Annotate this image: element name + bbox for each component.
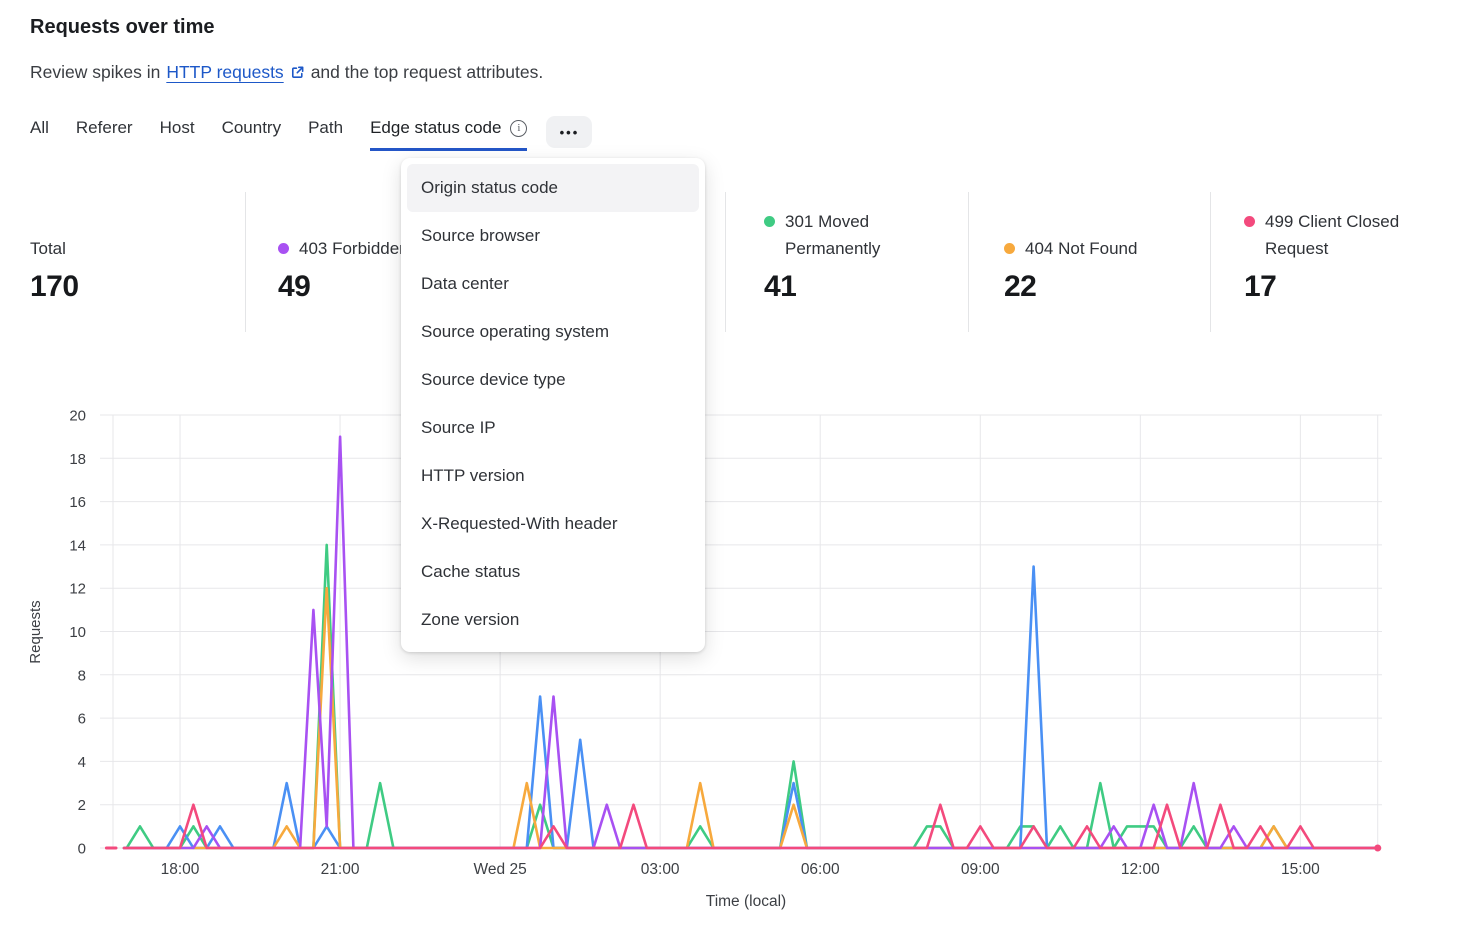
stat-value: 49 bbox=[278, 270, 311, 303]
tab-all[interactable]: All bbox=[30, 118, 49, 151]
menu-item-x-requested-with-header[interactable]: X-Requested-With header bbox=[421, 514, 618, 533]
tab-label: Host bbox=[159, 118, 195, 137]
tab-label: Referer bbox=[75, 118, 133, 137]
tab-referer[interactable]: Referer bbox=[76, 118, 133, 151]
subtitle-prefix: Review spikes in bbox=[30, 62, 161, 82]
y-tick-label: 2 bbox=[78, 797, 86, 814]
menu-item-data-center[interactable]: Data center bbox=[421, 274, 509, 293]
stat-total: Total 170 bbox=[30, 200, 230, 304]
stat-value: 22 bbox=[1004, 270, 1037, 303]
series-end-dot bbox=[1374, 844, 1382, 852]
series-line-403-forbidden bbox=[122, 435, 1379, 850]
subtitle-suffix: and the top request attributes. bbox=[310, 62, 544, 82]
y-tick-label: 12 bbox=[69, 581, 86, 598]
y-tick-label: 0 bbox=[78, 841, 86, 858]
menu-item-source-operating-system[interactable]: Source operating system bbox=[421, 322, 610, 341]
subtitle: Review spikes in HTTP requests and the t… bbox=[30, 62, 543, 83]
tab-edge-status-code[interactable]: Edge status code i bbox=[370, 118, 528, 151]
tab-label: Path bbox=[308, 118, 344, 137]
y-tick-label: 6 bbox=[78, 711, 86, 728]
menu-item-cache-status[interactable]: Cache status bbox=[421, 562, 521, 581]
y-tick-label: 10 bbox=[69, 624, 86, 641]
menu-item-origin-status-code[interactable]: Origin status code bbox=[407, 164, 699, 212]
legend-dot bbox=[764, 216, 775, 228]
menu-item-source-device-type[interactable]: Source device type bbox=[421, 370, 566, 389]
y-tick-label: 4 bbox=[78, 754, 86, 771]
x-tick-label: 06:00 bbox=[801, 861, 840, 878]
series-line-499-client-closed-request bbox=[122, 803, 1379, 850]
stats-row: Total 170 403 Forbidden 49 301 Moved Permane… bbox=[0, 192, 1458, 332]
x-tick-label: 12:00 bbox=[1121, 861, 1160, 878]
external-link-icon bbox=[290, 65, 305, 80]
stat-403-forbidden: 403 Forbidden 49 bbox=[278, 200, 478, 304]
x-tick-label: 03:00 bbox=[641, 861, 680, 878]
tab-label: Country bbox=[221, 118, 282, 137]
stat-label: 499 Client Closed Request bbox=[1265, 212, 1400, 258]
x-tick-label: 15:00 bbox=[1281, 861, 1320, 878]
stat-label: Total bbox=[30, 238, 66, 258]
tab-path[interactable]: Path bbox=[308, 118, 343, 151]
stat-divider bbox=[245, 192, 246, 332]
stat-value: 17 bbox=[1244, 270, 1277, 303]
x-tick-label: 18:00 bbox=[161, 861, 200, 878]
menu-item-source-browser[interactable]: Source browser bbox=[421, 226, 541, 245]
x-tick-label: Wed 25 bbox=[474, 861, 527, 878]
page-title: Requests over time bbox=[30, 16, 215, 38]
y-tick-label: 14 bbox=[69, 537, 86, 554]
x-axis-title: Time (local) bbox=[706, 893, 786, 910]
tab-host[interactable]: Host bbox=[160, 118, 195, 151]
stat-label: 403 Forbidden bbox=[299, 238, 409, 258]
more-attributes-button[interactable]: ••• bbox=[546, 116, 593, 148]
requests-over-time-chart[interactable]: 0 2 4 6 8 10 12 14 16 18 20 18:00 21:00 Wed 25 03:00 06… bbox=[0, 400, 1458, 940]
tab-label: Edge status code bbox=[370, 118, 502, 137]
y-axis-title: Requests bbox=[27, 600, 44, 663]
y-tick-label: 20 bbox=[69, 408, 86, 425]
tab-country[interactable]: Country bbox=[222, 118, 282, 151]
stat-divider bbox=[1210, 192, 1211, 332]
tab-label: All bbox=[30, 118, 49, 137]
menu-item-source-ip[interactable]: Source IP bbox=[421, 418, 496, 437]
stat-label: 301 Moved Permanently bbox=[785, 212, 881, 258]
y-tick-label: 8 bbox=[78, 667, 86, 684]
legend-dot bbox=[1244, 216, 1255, 228]
info-icon[interactable]: i bbox=[510, 119, 528, 137]
stat-label: 404 Not Found bbox=[1025, 238, 1138, 258]
menu-item-zone-version[interactable]: Zone version bbox=[421, 610, 520, 629]
y-tick-label: 18 bbox=[69, 451, 86, 468]
x-tick-label: 21:00 bbox=[321, 861, 360, 878]
x-tick-label: 09:00 bbox=[961, 861, 1000, 878]
menu-item-http-version[interactable]: HTTP version bbox=[421, 466, 525, 485]
attribute-dropdown-menu: Origin status code Source browser Data cen… bbox=[401, 158, 705, 652]
legend-dot bbox=[278, 242, 289, 254]
stat-499-client-closed-request: 499 Client Closed Request 17 bbox=[1244, 200, 1422, 304]
y-tick-label: 16 bbox=[69, 494, 86, 511]
http-requests-link[interactable]: HTTP requests bbox=[166, 62, 284, 82]
stat-value: 41 bbox=[764, 270, 797, 303]
legend-dot bbox=[1004, 242, 1015, 254]
stat-divider bbox=[968, 192, 969, 332]
stat-404-not-found: 404 Not Found 22 bbox=[1004, 200, 1204, 304]
attribute-tabs: All Referer Host Country Path Edge status cod… bbox=[30, 116, 593, 151]
stat-301-moved-permanently: 301 Moved Permanently 41 bbox=[764, 200, 934, 304]
stat-divider bbox=[725, 192, 726, 332]
stat-value: 170 bbox=[30, 270, 79, 303]
